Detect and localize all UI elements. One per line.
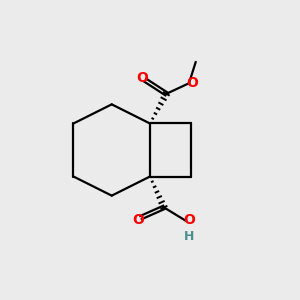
Text: O: O [187,76,199,90]
Text: O: O [132,213,144,227]
Text: H: H [184,230,194,243]
Text: O: O [136,71,148,85]
Text: O: O [183,213,195,227]
